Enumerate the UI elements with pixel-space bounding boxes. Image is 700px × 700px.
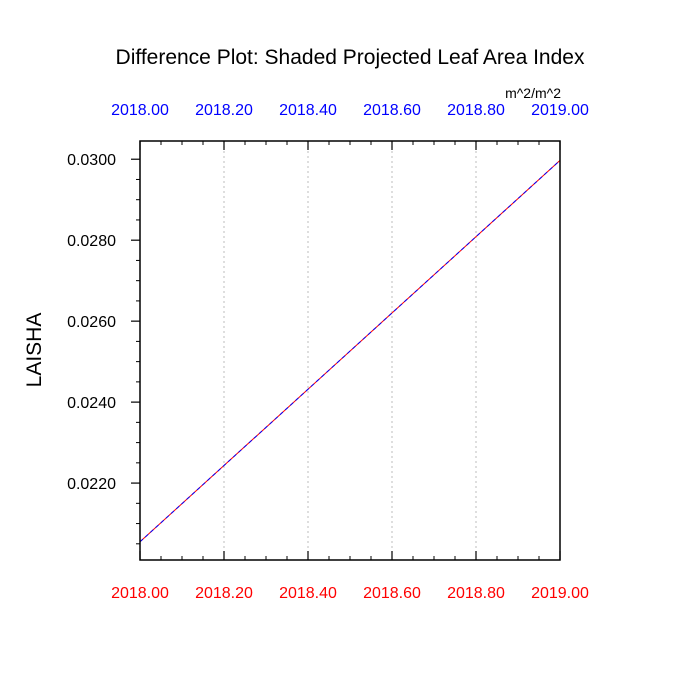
x-tick-label-bottom: 2019.00 bbox=[531, 585, 589, 602]
x-tick-label-bottom: 2018.40 bbox=[279, 585, 337, 602]
tick-labels: 2018.00 2018.00 2018.20 2018.20 2018.40 2018.… bbox=[67, 102, 589, 602]
y-tick-label: 0.0280 bbox=[67, 233, 116, 250]
x-tick-label-top: 2018.60 bbox=[363, 102, 421, 119]
y-axis-label: LAISHA bbox=[23, 313, 46, 388]
y-tick-label: 0.0240 bbox=[67, 395, 116, 412]
y-tick-label: 0.0300 bbox=[67, 152, 116, 169]
plot-frame bbox=[139, 140, 561, 561]
series-line bbox=[139, 160, 561, 543]
x-tick-label-top: 2018.80 bbox=[447, 102, 505, 119]
x-tick-label-top: 2018.20 bbox=[195, 102, 253, 119]
axis-ticks bbox=[131, 141, 561, 560]
chart-title: Difference Plot: Shaded Projected Leaf A… bbox=[116, 46, 585, 69]
x-tick-label-bottom: 2018.80 bbox=[447, 585, 505, 602]
y-tick-label: 0.0220 bbox=[67, 476, 116, 493]
y-tick-label: 0.0260 bbox=[67, 314, 116, 331]
x-tick-label-bottom: 2018.20 bbox=[195, 585, 253, 602]
series-lines bbox=[139, 160, 561, 543]
units-label: m^2/m^2 bbox=[505, 85, 561, 101]
x-tick-label-bottom: 2018.60 bbox=[363, 585, 421, 602]
x-tick-label-top: 2019.00 bbox=[531, 102, 589, 119]
x-tick-label-bottom: 2018.00 bbox=[111, 585, 169, 602]
x-tick-label-top: 2018.00 bbox=[111, 102, 169, 119]
x-tick-label-top: 2018.40 bbox=[279, 102, 337, 119]
